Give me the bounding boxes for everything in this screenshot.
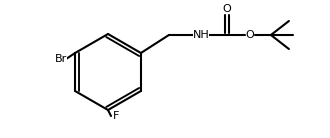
Text: O: O — [246, 30, 254, 40]
Text: Br: Br — [55, 54, 67, 64]
Text: O: O — [222, 4, 231, 14]
Text: NH: NH — [192, 30, 209, 40]
Text: F: F — [113, 111, 119, 121]
